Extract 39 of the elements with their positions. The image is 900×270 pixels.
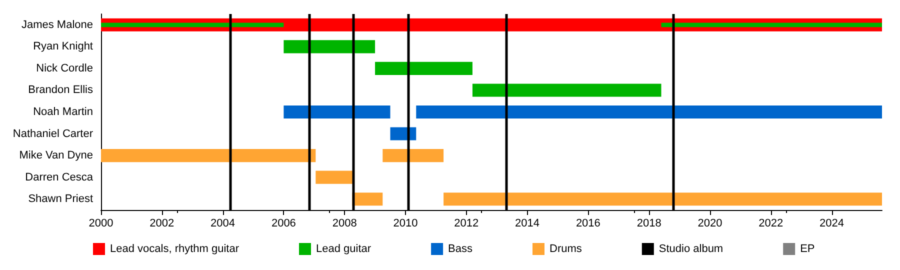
y-tick-label: Nick Cordle [36, 62, 93, 74]
legend-label: Lead guitar [316, 243, 372, 255]
bar [284, 40, 376, 54]
bar [375, 62, 472, 75]
x-tick-label: 2000 [88, 218, 114, 230]
legend-label: Studio album [658, 243, 724, 255]
y-tick-label: Brandon Ellis [28, 84, 94, 96]
bar [101, 149, 316, 162]
y-tick-label: Ryan Knight [33, 40, 93, 53]
bar [284, 105, 390, 119]
legend-label: Drums [550, 243, 582, 255]
legend-label: Bass [448, 243, 474, 255]
x-tick-label: 2018 [636, 218, 662, 230]
x-tick-label: 2010 [393, 218, 418, 230]
x-tick-label: 2012 [454, 218, 479, 230]
bar [444, 192, 882, 206]
x-tick-label: 2006 [271, 218, 296, 230]
legend-label: EP [800, 243, 815, 255]
x-tick-label: 2022 [758, 218, 784, 230]
bar [416, 105, 882, 119]
y-tick-label: Darren Cesca [25, 171, 94, 184]
x-tick-label: 2024 [820, 218, 844, 230]
bar [382, 149, 444, 162]
y-tick-label: Mike Van Dyne [19, 150, 93, 162]
bar [352, 192, 383, 206]
y-tick-label: Noah Martin [33, 106, 93, 118]
x-tick-label: 2014 [515, 218, 540, 230]
y-tick-label: James Malone [21, 18, 93, 31]
x-tick-label: 2020 [698, 218, 722, 230]
legend-label: Lead vocals, rhythm guitar [110, 243, 240, 255]
x-tick-label: 2004 [210, 218, 236, 230]
x-tick-label: 2002 [150, 218, 174, 230]
bar [661, 22, 882, 28]
bar [316, 170, 354, 184]
y-tick-label: Shawn Priest [28, 193, 93, 206]
y-tick-label: Nathaniel Carter [12, 128, 94, 140]
bar [472, 84, 662, 97]
x-tick-label: 2008 [332, 218, 357, 230]
x-tick-label: 2016 [576, 218, 600, 230]
